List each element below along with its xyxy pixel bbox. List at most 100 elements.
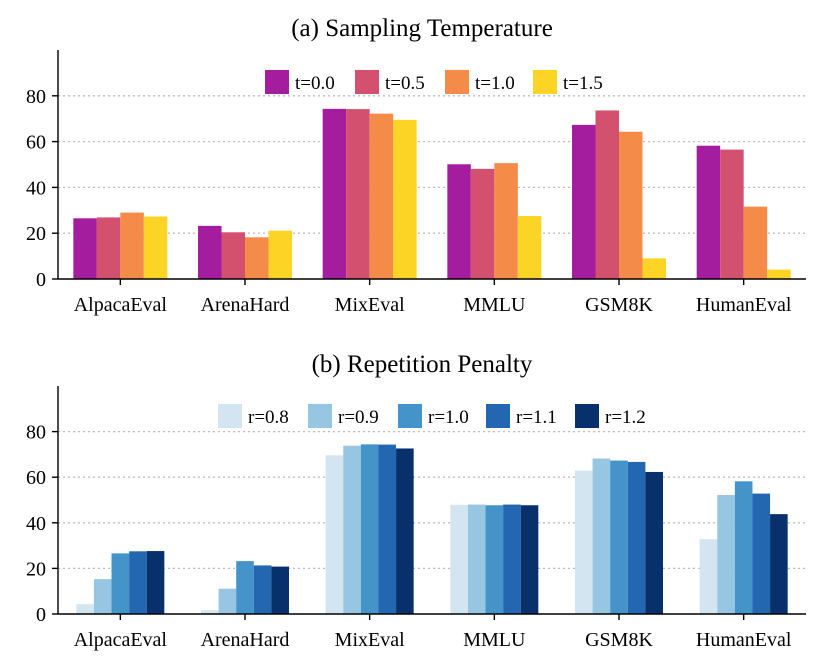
bar-alpacaeval-t15 — [143, 216, 168, 279]
bar-alpacaeval-r11 — [129, 551, 147, 614]
bar-gsm8k-t00 — [572, 124, 596, 280]
legend-swatch — [575, 404, 599, 428]
bar-mmlu-r09 — [467, 504, 486, 614]
bar-mixeval-r12 — [396, 448, 414, 614]
panel-b: (b) Repetition Penalty 0 20 40 60 80 AlpacaEva… — [26, 351, 806, 651]
bar-alpacaeval-t00 — [73, 218, 97, 279]
bar-mmlu-t00 — [447, 164, 471, 279]
legend-swatch — [218, 404, 242, 428]
bar-humaneval-r10 — [734, 481, 753, 614]
x-tick-label: HumanEval — [696, 294, 792, 316]
x-tick-label: MMLU — [463, 294, 526, 316]
bar-arenahard-t15 — [268, 230, 292, 279]
x-tick-label: ArenaHard — [201, 294, 290, 316]
legend-label: t=1.0 — [475, 73, 515, 94]
bar-alpacaeval-r08 — [76, 604, 94, 614]
legend-label: t=0.0 — [295, 73, 335, 94]
bar-gsm8k-r10 — [610, 460, 628, 614]
y-tick-label: 40 — [26, 177, 46, 199]
legend-label: r=1.2 — [605, 407, 646, 428]
legend-label: r=1.0 — [428, 407, 469, 428]
y-tick-label: 80 — [26, 422, 46, 444]
bar-gsm8k-t15 — [642, 258, 666, 279]
bar-humaneval-r09 — [717, 494, 735, 614]
bar-mixeval-r09 — [343, 445, 361, 614]
x-tick-label: AlpacaEval — [74, 294, 168, 316]
legend-swatch — [265, 70, 289, 94]
legend-swatch — [398, 404, 422, 428]
bar-gsm8k-r08 — [575, 470, 593, 614]
bar-humaneval-t00 — [696, 145, 721, 279]
x-tick-label: GSM8K — [585, 629, 653, 651]
x-tick-label: ArenaHard — [201, 629, 290, 651]
bar-gsm8k-r11 — [627, 461, 646, 614]
chart-title: (b) Repetition Penalty — [312, 351, 533, 378]
bar-mmlu-r10 — [485, 505, 504, 614]
bar-gsm8k-r09 — [592, 458, 611, 614]
y-tick-label: 0 — [36, 604, 46, 626]
bar-mixeval-r10 — [360, 444, 379, 614]
bar-alpacaeval-r12 — [146, 551, 165, 614]
x-tick-label: HumanEval — [696, 629, 792, 651]
bar-mixeval-t15 — [393, 119, 417, 279]
bar-mixeval-r11 — [378, 444, 397, 614]
y-tick-label: 20 — [26, 223, 46, 245]
legend-swatch — [308, 404, 332, 428]
legend-label: r=0.8 — [248, 407, 289, 428]
chart-title: (a) Sampling Temperature — [291, 15, 553, 42]
y-tick-label: 80 — [26, 86, 46, 108]
x-tick-label: AlpacaEval — [74, 629, 168, 651]
legend-label: r=0.9 — [338, 407, 379, 428]
y-tick-label: 60 — [26, 467, 46, 489]
panel-a: (a) Sampling Temperature 0 20 40 60 80 AlpacaE… — [26, 15, 806, 316]
x-tick-label: MixEval — [335, 294, 405, 316]
bar-arenahard-t10 — [245, 237, 269, 279]
bar-gsm8k-r12 — [645, 471, 663, 614]
bar-arenahard-t05 — [221, 232, 245, 279]
bar-humaneval-r08 — [699, 539, 718, 614]
legend-swatch — [445, 70, 469, 94]
bar-arenahard-r12 — [271, 566, 289, 614]
bar-mmlu-r12 — [520, 505, 539, 614]
bar-mmlu-r11 — [503, 504, 521, 614]
bar-humaneval-t05 — [720, 149, 744, 279]
bar-arenahard-r08 — [201, 610, 219, 614]
bar-alpacaeval-t10 — [120, 212, 144, 279]
x-tick-label: GSM8K — [585, 294, 653, 316]
bar-mixeval-t00 — [322, 108, 347, 279]
legend-swatch — [533, 70, 557, 94]
bar-arenahard-r09 — [218, 588, 237, 614]
legend-label: t=0.5 — [385, 73, 425, 94]
legend-swatch — [486, 404, 510, 428]
bar-humaneval-r12 — [770, 514, 788, 614]
legend-label: r=1.1 — [516, 407, 557, 428]
legend: r=0.8 r=0.9 r=1.0 r=1.1 r=1.2 — [218, 404, 646, 428]
bar-mmlu-r08 — [450, 504, 468, 614]
y-tick-label: 0 — [36, 269, 46, 291]
bar-mixeval-r08 — [325, 455, 344, 614]
bar-arenahard-r11 — [253, 565, 272, 614]
bar-arenahard-t00 — [198, 225, 222, 279]
legend-swatch — [355, 70, 379, 94]
bar-alpacaeval-r09 — [93, 579, 112, 614]
y-tick-label: 60 — [26, 132, 46, 154]
y-tick-label: 20 — [26, 558, 46, 580]
legend: t=0.0 t=0.5 t=1.0 t=1.5 — [265, 70, 603, 94]
bar-humaneval-r11 — [752, 493, 771, 614]
y-tick-label: 40 — [26, 513, 46, 535]
bar-mmlu-t15 — [517, 216, 542, 279]
bar-alpacaeval-r10 — [111, 553, 130, 614]
x-tick-label: MMLU — [463, 629, 526, 651]
bar-arenahard-r10 — [236, 561, 254, 614]
bar-mixeval-t05 — [346, 109, 370, 279]
bar-gsm8k-t10 — [619, 131, 643, 279]
bar-mmlu-t10 — [494, 163, 518, 279]
bar-humaneval-t15 — [767, 269, 791, 279]
x-tick-label: MixEval — [335, 629, 405, 651]
bar-mixeval-t10 — [369, 113, 394, 279]
legend-label: t=1.5 — [563, 73, 603, 94]
bar-humaneval-t10 — [743, 206, 768, 279]
bar-mmlu-t05 — [470, 168, 495, 279]
bar-gsm8k-t05 — [595, 110, 619, 280]
